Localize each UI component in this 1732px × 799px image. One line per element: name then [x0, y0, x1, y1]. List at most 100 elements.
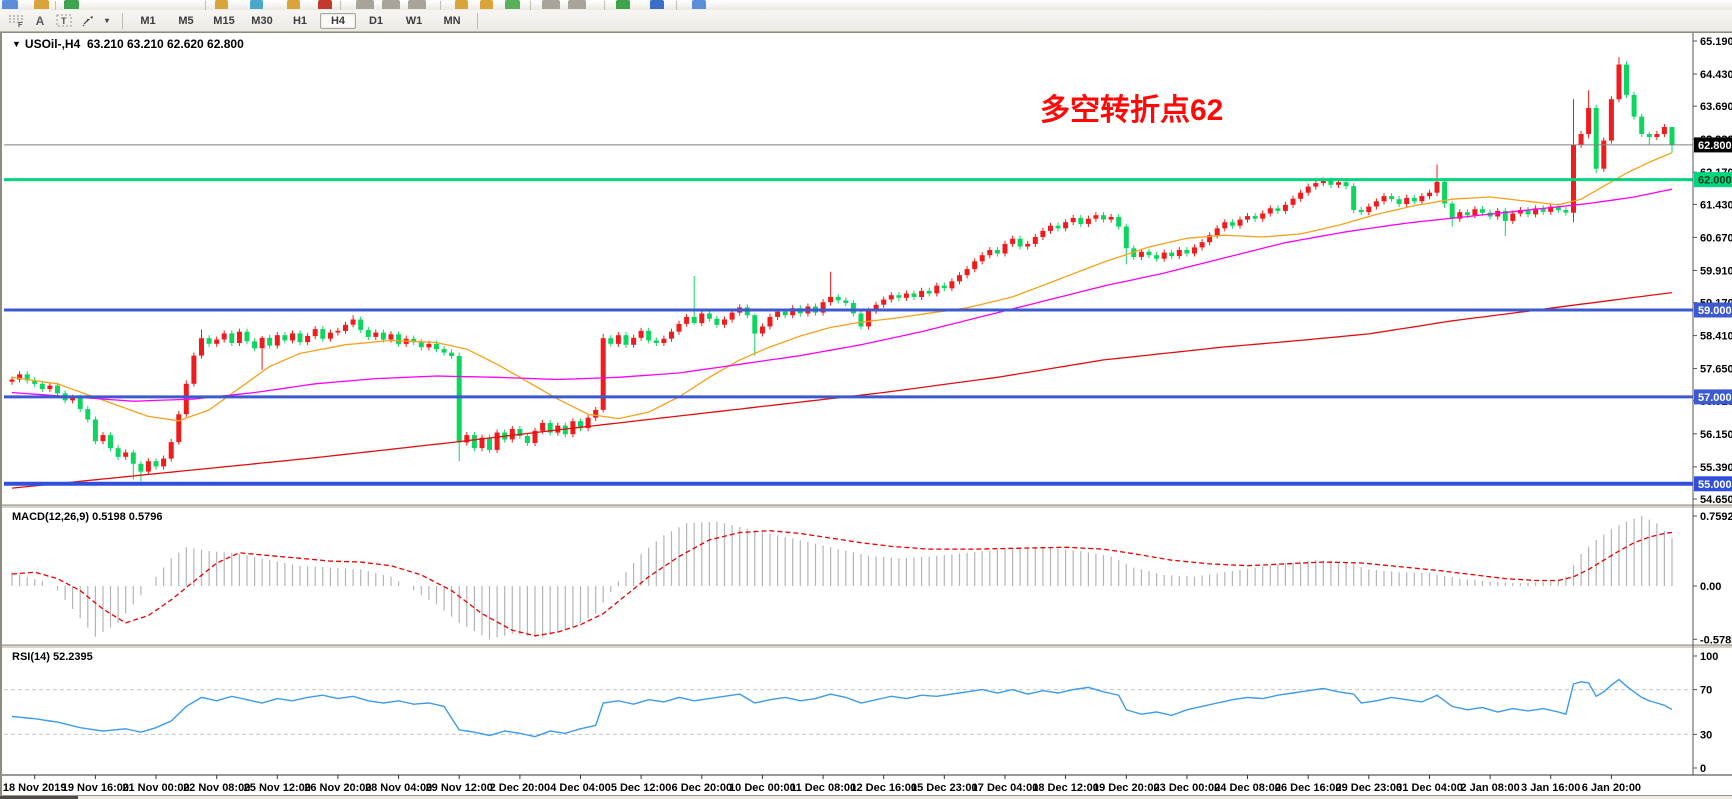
svg-text:2 Jan 08:00: 2 Jan 08:00 [1460, 782, 1519, 794]
svg-text:21 Nov 00:00: 21 Nov 00:00 [122, 782, 189, 794]
toolbar-separator [340, 1, 341, 10]
svg-text:65.190: 65.190 [1700, 36, 1732, 48]
toolbar-line-studies-periods: F A T ▾ M1 M5 M15 M30 H1 H4 D1 W1 MN [0, 10, 1732, 32]
svg-text:26 Nov 20:00: 26 Nov 20:00 [304, 782, 371, 794]
chart-area[interactable]: 65.19064.43063.69062.93062.17061.43060.6… [0, 32, 1732, 796]
add-icon[interactable] [616, 0, 630, 9]
macd-axis: 0.7592 0.00 -0.5785 [1693, 511, 1732, 646]
ma-mid-magenta [11, 188, 1673, 402]
new-order-icon[interactable] [64, 0, 79, 9]
timeframe-m1-button[interactable]: M1 [140, 14, 156, 27]
line-chart-icon[interactable] [408, 0, 426, 9]
period-icon[interactable] [542, 0, 560, 9]
svg-text:29 Dec 23:00: 29 Dec 23:00 [1335, 782, 1402, 794]
svg-text:0.7592: 0.7592 [1700, 511, 1732, 523]
svg-text:64.430: 64.430 [1700, 69, 1732, 81]
svg-text:24 Dec 08:00: 24 Dec 08:00 [1214, 782, 1281, 794]
svg-text:59.000: 59.000 [1698, 305, 1732, 317]
autotrade-icon[interactable] [318, 0, 332, 9]
toolbar-separator [676, 1, 677, 10]
terminal-icon[interactable] [250, 0, 263, 9]
svg-text:T: T [61, 16, 67, 26]
toolbar-separator [122, 12, 123, 29]
svg-text:-0.5785: -0.5785 [1700, 634, 1732, 646]
news-icon[interactable] [692, 0, 706, 9]
svg-text:0: 0 [1700, 763, 1706, 775]
svg-text:6 Dec 20:00: 6 Dec 20:00 [672, 782, 733, 794]
svg-text:0.00: 0.00 [1700, 581, 1721, 593]
horizontal-scrollbar[interactable] [0, 795, 1732, 799]
text-label-icon[interactable]: A [35, 13, 45, 28]
toolbar-separator [530, 1, 531, 10]
zoom-out-icon[interactable] [480, 0, 493, 9]
svg-text:62.800: 62.800 [1698, 140, 1732, 152]
chart-window-icon[interactable] [2, 0, 18, 9]
svg-text:19 Dec 20:00: 19 Dec 20:00 [1093, 782, 1160, 794]
timeframe-d1-button[interactable]: D1 [368, 14, 384, 27]
ma-fast-orange [11, 152, 1673, 422]
timeframe-mn-button[interactable]: MN [443, 14, 461, 27]
svg-text:15 Dec 23:00: 15 Dec 23:00 [911, 782, 978, 794]
svg-text:55.000: 55.000 [1698, 479, 1732, 491]
rsi-axis: 100 70 30 0 [1693, 651, 1718, 775]
panel-divider[interactable] [2, 504, 1732, 648]
macd-histogram [11, 516, 1673, 640]
rsi-line [11, 678, 1673, 738]
toolbar-separator [205, 1, 206, 10]
scrollbar-thumb[interactable] [0, 796, 78, 799]
timeframe-m15-button[interactable]: M15 [213, 14, 235, 27]
svg-text:29 Nov 12:00: 29 Nov 12:00 [426, 782, 493, 794]
arrow-objects-icon[interactable] [78, 13, 98, 29]
price-axis: 65.19064.43063.69062.93062.17061.43060.6… [1693, 36, 1732, 506]
chevron-down-icon[interactable]: ▾ [104, 16, 109, 25]
bar-chart-icon[interactable] [356, 0, 374, 9]
expert-icon[interactable] [215, 0, 228, 9]
zoom-in-icon[interactable] [455, 0, 468, 9]
price-badges: 55.000 57.000 59.000 62.000 62.800 [1694, 137, 1732, 492]
svg-text:4 Dec 04:00: 4 Dec 04:00 [550, 782, 611, 794]
svg-text:17 Dec 04:00: 17 Dec 04:00 [972, 782, 1039, 794]
svg-text:61.430: 61.430 [1700, 199, 1732, 211]
timeframe-m30-button[interactable]: M30 [251, 14, 273, 27]
zoom-icon[interactable] [34, 0, 49, 9]
svg-text:5 Dec 12:00: 5 Dec 12:00 [611, 782, 672, 794]
svg-text:62.000: 62.000 [1698, 175, 1732, 187]
svg-text:31 Dec 04:00: 31 Dec 04:00 [1396, 782, 1463, 794]
svg-text:10 Dec 00:00: 10 Dec 00:00 [729, 782, 796, 794]
timeframe-h4-button[interactable]: H4 [320, 12, 356, 29]
globe-icon[interactable] [650, 0, 664, 9]
grid-toggle-icon[interactable]: F [6, 13, 26, 29]
candle-chart-icon[interactable] [382, 0, 400, 9]
toolbar-separator [604, 1, 605, 10]
svg-text:57.650: 57.650 [1700, 364, 1732, 376]
timeframe-h1-button[interactable]: H1 [292, 14, 308, 27]
strategy-test-icon[interactable] [287, 0, 300, 9]
timeframe-w1-button[interactable]: W1 [405, 14, 423, 27]
svg-text:54.650: 54.650 [1700, 494, 1732, 506]
svg-text:12 Dec 16:00: 12 Dec 16:00 [850, 782, 917, 794]
toolbar-separator [55, 1, 56, 10]
svg-text:58.410: 58.410 [1700, 331, 1732, 343]
svg-text:3 Jan 16:00: 3 Jan 16:00 [1521, 782, 1580, 794]
macd-signal-line [11, 530, 1673, 637]
svg-text:55.390: 55.390 [1700, 462, 1732, 474]
svg-text:F: F [18, 22, 23, 27]
svg-text:19 Nov 16:00: 19 Nov 16:00 [62, 782, 129, 794]
svg-text:100: 100 [1700, 651, 1718, 663]
svg-text:60.670: 60.670 [1700, 232, 1732, 244]
svg-text:26 Dec 16:00: 26 Dec 16:00 [1275, 782, 1342, 794]
svg-text:2 Dec 20:00: 2 Dec 20:00 [490, 782, 551, 794]
text-object-icon[interactable]: T [54, 13, 74, 29]
svg-text:11 Dec 08:00: 11 Dec 08:00 [790, 782, 856, 794]
svg-text:23 Dec 00:00: 23 Dec 00:00 [1154, 782, 1221, 794]
svg-text:25 Nov 12:00: 25 Nov 12:00 [244, 782, 311, 794]
template-icon[interactable] [568, 0, 586, 9]
indicators-icon[interactable] [505, 0, 520, 9]
timeframe-m5-button[interactable]: M5 [178, 14, 194, 27]
svg-text:18 Dec 12:00: 18 Dec 12:00 [1032, 782, 1099, 794]
svg-text:18 Nov 2019: 18 Nov 2019 [3, 782, 67, 794]
svg-text:57.000: 57.000 [1698, 392, 1732, 404]
svg-text:28 Nov 04:00: 28 Nov 04:00 [365, 782, 432, 794]
